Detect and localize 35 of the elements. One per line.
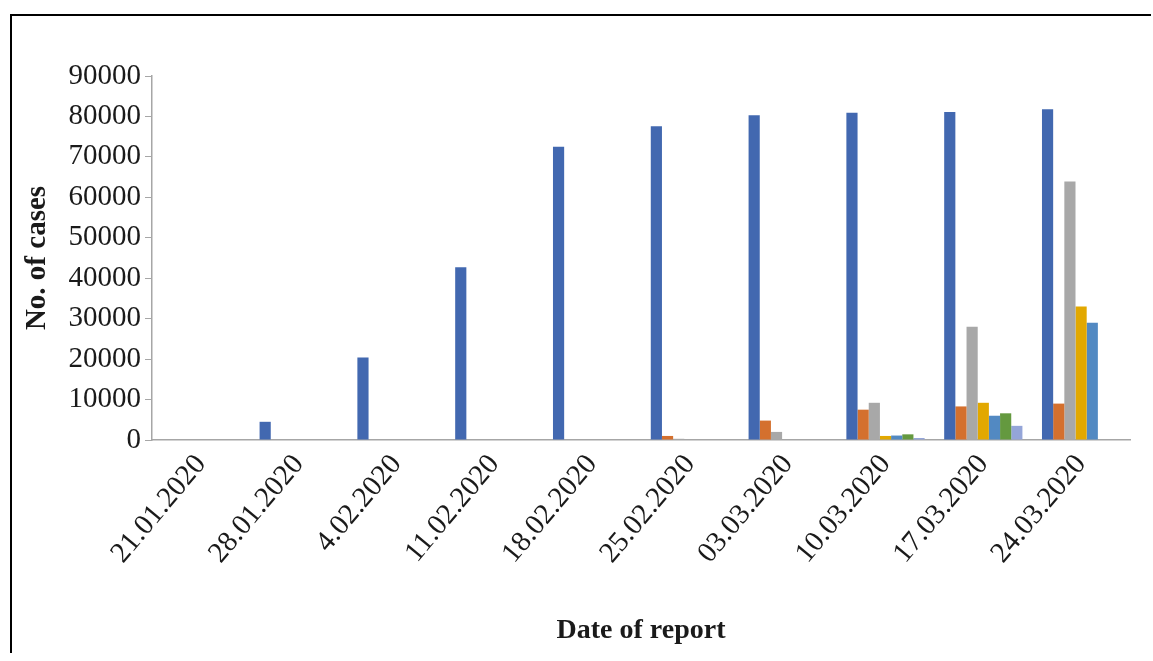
bar [455,267,467,440]
y-tick-label: 90000 [68,57,141,90]
bar [259,421,271,440]
bar [988,415,1001,440]
bar [650,126,662,440]
y-tick-label: 40000 [68,259,141,292]
bar [1053,403,1065,440]
y-tick-label: 70000 [68,138,141,171]
bar [879,435,892,440]
bar [857,409,869,440]
bar [1086,322,1098,440]
y-tick-label: 60000 [68,178,141,211]
bar [759,420,771,440]
bar [1011,425,1023,440]
y-tick-label: 50000 [68,219,141,252]
bar [944,112,956,440]
bar [1075,306,1087,440]
bar [357,357,369,440]
bar [891,435,903,440]
bar [955,406,967,440]
y-axis-title: No. of cases [18,185,51,331]
y-tick-label: 0 [126,421,141,454]
y-tick-label: 80000 [68,98,141,131]
bar [748,115,760,440]
bar [902,434,914,440]
bar [661,435,674,440]
bar [846,112,858,440]
bar [977,402,989,440]
y-tick-label: 10000 [68,381,141,414]
y-tick-label: 30000 [68,300,141,333]
bar [552,146,565,440]
bar [1041,109,1054,440]
y-tick-label: 20000 [68,340,141,373]
x-axis-title: Date of report [556,613,727,645]
bar [1000,413,1012,440]
